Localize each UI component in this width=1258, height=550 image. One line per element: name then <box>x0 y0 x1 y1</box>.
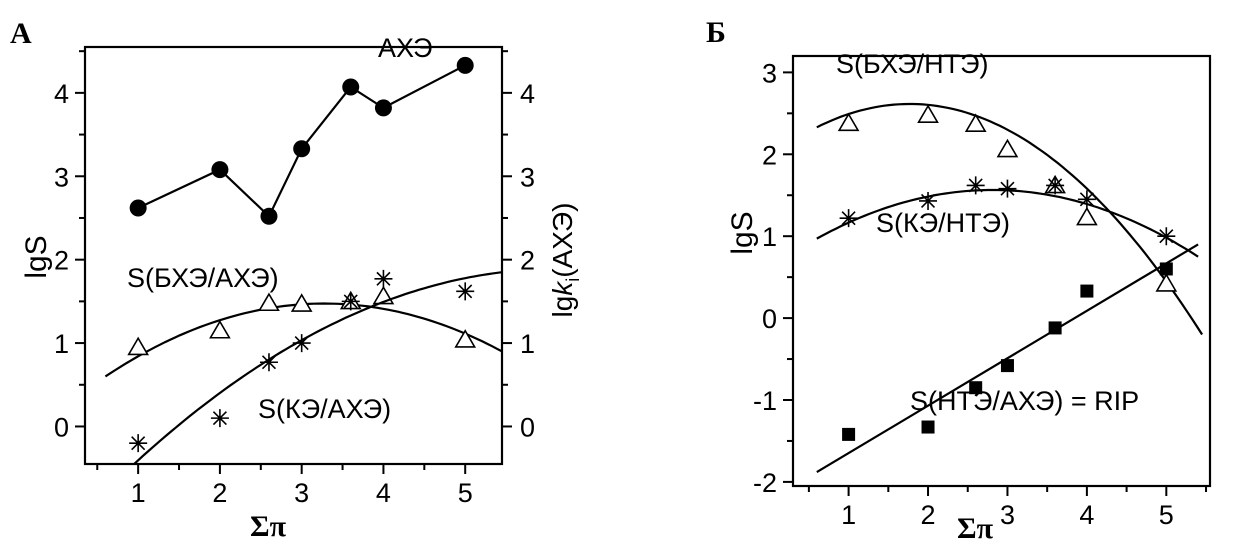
panel-a-frame <box>83 45 504 466</box>
series-a-2-point <box>259 353 278 372</box>
series-a-2-point <box>374 269 393 288</box>
panel-a-xlabel: Σπ <box>250 510 287 543</box>
series-a-2-fit-curve <box>133 271 502 464</box>
series-label-ke-ahe: S(КЭ/АХЭ) <box>258 394 391 424</box>
y-tick-label: 3 <box>762 58 777 88</box>
series-label-nte-ahe-rip: S(НТЭ/АХЭ) = RIP <box>910 386 1139 416</box>
panel-a-y2label: lgki(АХЭ) <box>547 203 583 318</box>
series-b-1-point <box>998 179 1017 198</box>
series-a-2-point <box>341 292 360 311</box>
y-tick-label: 1 <box>762 222 777 252</box>
series-b-0-point <box>1155 273 1178 292</box>
y-tick-label: 2 <box>762 140 777 170</box>
x-tick-label: 1 <box>131 478 146 508</box>
y2-tick-label: 4 <box>520 79 535 109</box>
x-tick-label: 4 <box>376 478 391 508</box>
panel-b: Б lgS Σπ 1 2 3 4 5 -2 -1 0 1 2 3 S(БХЭ/НТЭ) S(КЭ/… <box>706 16 1212 545</box>
x-tick-label: 5 <box>458 478 473 508</box>
series-b-1-point <box>1157 227 1176 246</box>
panel-b-xlabel: Σπ <box>957 512 994 545</box>
series-a-2-point <box>456 282 475 301</box>
series-a-0-point <box>129 199 147 217</box>
series-b-1-point <box>966 176 985 195</box>
y-tick-label: -1 <box>753 386 777 416</box>
y2-tick-label: 2 <box>520 246 535 276</box>
y-tick-label: -2 <box>753 468 777 498</box>
series-a-0-point <box>374 99 392 117</box>
series-b-2-point <box>1048 321 1062 335</box>
panel-a-label: А <box>10 17 32 50</box>
series-b-1-point <box>839 209 858 228</box>
series-a-0-point <box>293 140 311 158</box>
panel-a-ylabel: lgS <box>20 235 53 278</box>
series-a-1-point <box>290 293 313 312</box>
series-a-0-point <box>342 78 360 96</box>
y-tick-label: 4 <box>54 79 69 109</box>
series-label-ke-nte: S(КЭ/НТЭ) <box>876 208 1010 238</box>
series-a-0-point <box>456 56 474 74</box>
series-b-2-fit-curve <box>816 243 1199 474</box>
y-tick-label: 0 <box>762 304 777 334</box>
series-a-1-point <box>454 329 477 348</box>
series-b-0-point <box>917 104 939 123</box>
x-tick-label: 4 <box>1079 500 1094 530</box>
y-tick-label: 2 <box>54 246 69 276</box>
panel-b-ylabel: lgS <box>726 211 759 254</box>
series-a-0-point <box>260 207 278 225</box>
series-b-2-point <box>1080 284 1094 298</box>
x-tick-label: 2 <box>921 500 936 530</box>
series-a-2-point <box>210 409 229 428</box>
x-tick-label: 3 <box>294 478 309 508</box>
series-a-1-point <box>127 336 149 356</box>
series-b-0-point <box>964 113 987 132</box>
panel-b-frame <box>791 54 1212 488</box>
y2-tick-label: 0 <box>520 412 535 442</box>
series-b-2-point <box>1000 359 1014 373</box>
series-b-2-point <box>921 420 935 434</box>
x-tick-label: 5 <box>1159 500 1174 530</box>
series-a-1-point <box>209 319 231 339</box>
x-tick-label: 2 <box>212 478 227 508</box>
y-tick-label: 3 <box>54 162 69 192</box>
series-label-ahe: АХЭ <box>378 33 433 63</box>
series-b-2-point <box>1159 262 1173 276</box>
series-b-0-point <box>837 112 860 132</box>
y2-tick-label: 3 <box>520 162 535 192</box>
y-tick-label: 1 <box>54 329 69 359</box>
series-b-1-point <box>1046 176 1065 195</box>
series-a-0-point <box>211 161 229 179</box>
y-tick-label: 0 <box>54 412 69 442</box>
series-label-bhe-ahe: S(БХЭ/АХЭ) <box>127 263 279 293</box>
series-b-1-point <box>919 191 938 210</box>
series-a-1-point <box>258 292 280 312</box>
panel-b-label: Б <box>706 16 726 49</box>
panel-a: А lgS lgki(АХЭ) Σπ 1 2 3 4 5 0 1 2 3 4 0 1 2 3 4 АХЭ… <box>10 17 583 543</box>
y2-tick-label: 1 <box>520 329 535 359</box>
series-b-2-point <box>842 427 856 441</box>
series-b-2-point <box>969 381 983 395</box>
series-b-0-fit-curve <box>816 102 1204 336</box>
series-b-0-point <box>1076 206 1098 226</box>
series-b-0-point <box>996 138 1019 158</box>
series-b-1-point <box>1077 190 1096 209</box>
series-a-2-point <box>292 334 311 353</box>
x-tick-label: 1 <box>841 500 856 530</box>
series-a-2-point <box>129 434 148 453</box>
series-label-bhe-nte: S(БХЭ/НТЭ) <box>836 49 989 79</box>
x-tick-label: 3 <box>1000 500 1015 530</box>
